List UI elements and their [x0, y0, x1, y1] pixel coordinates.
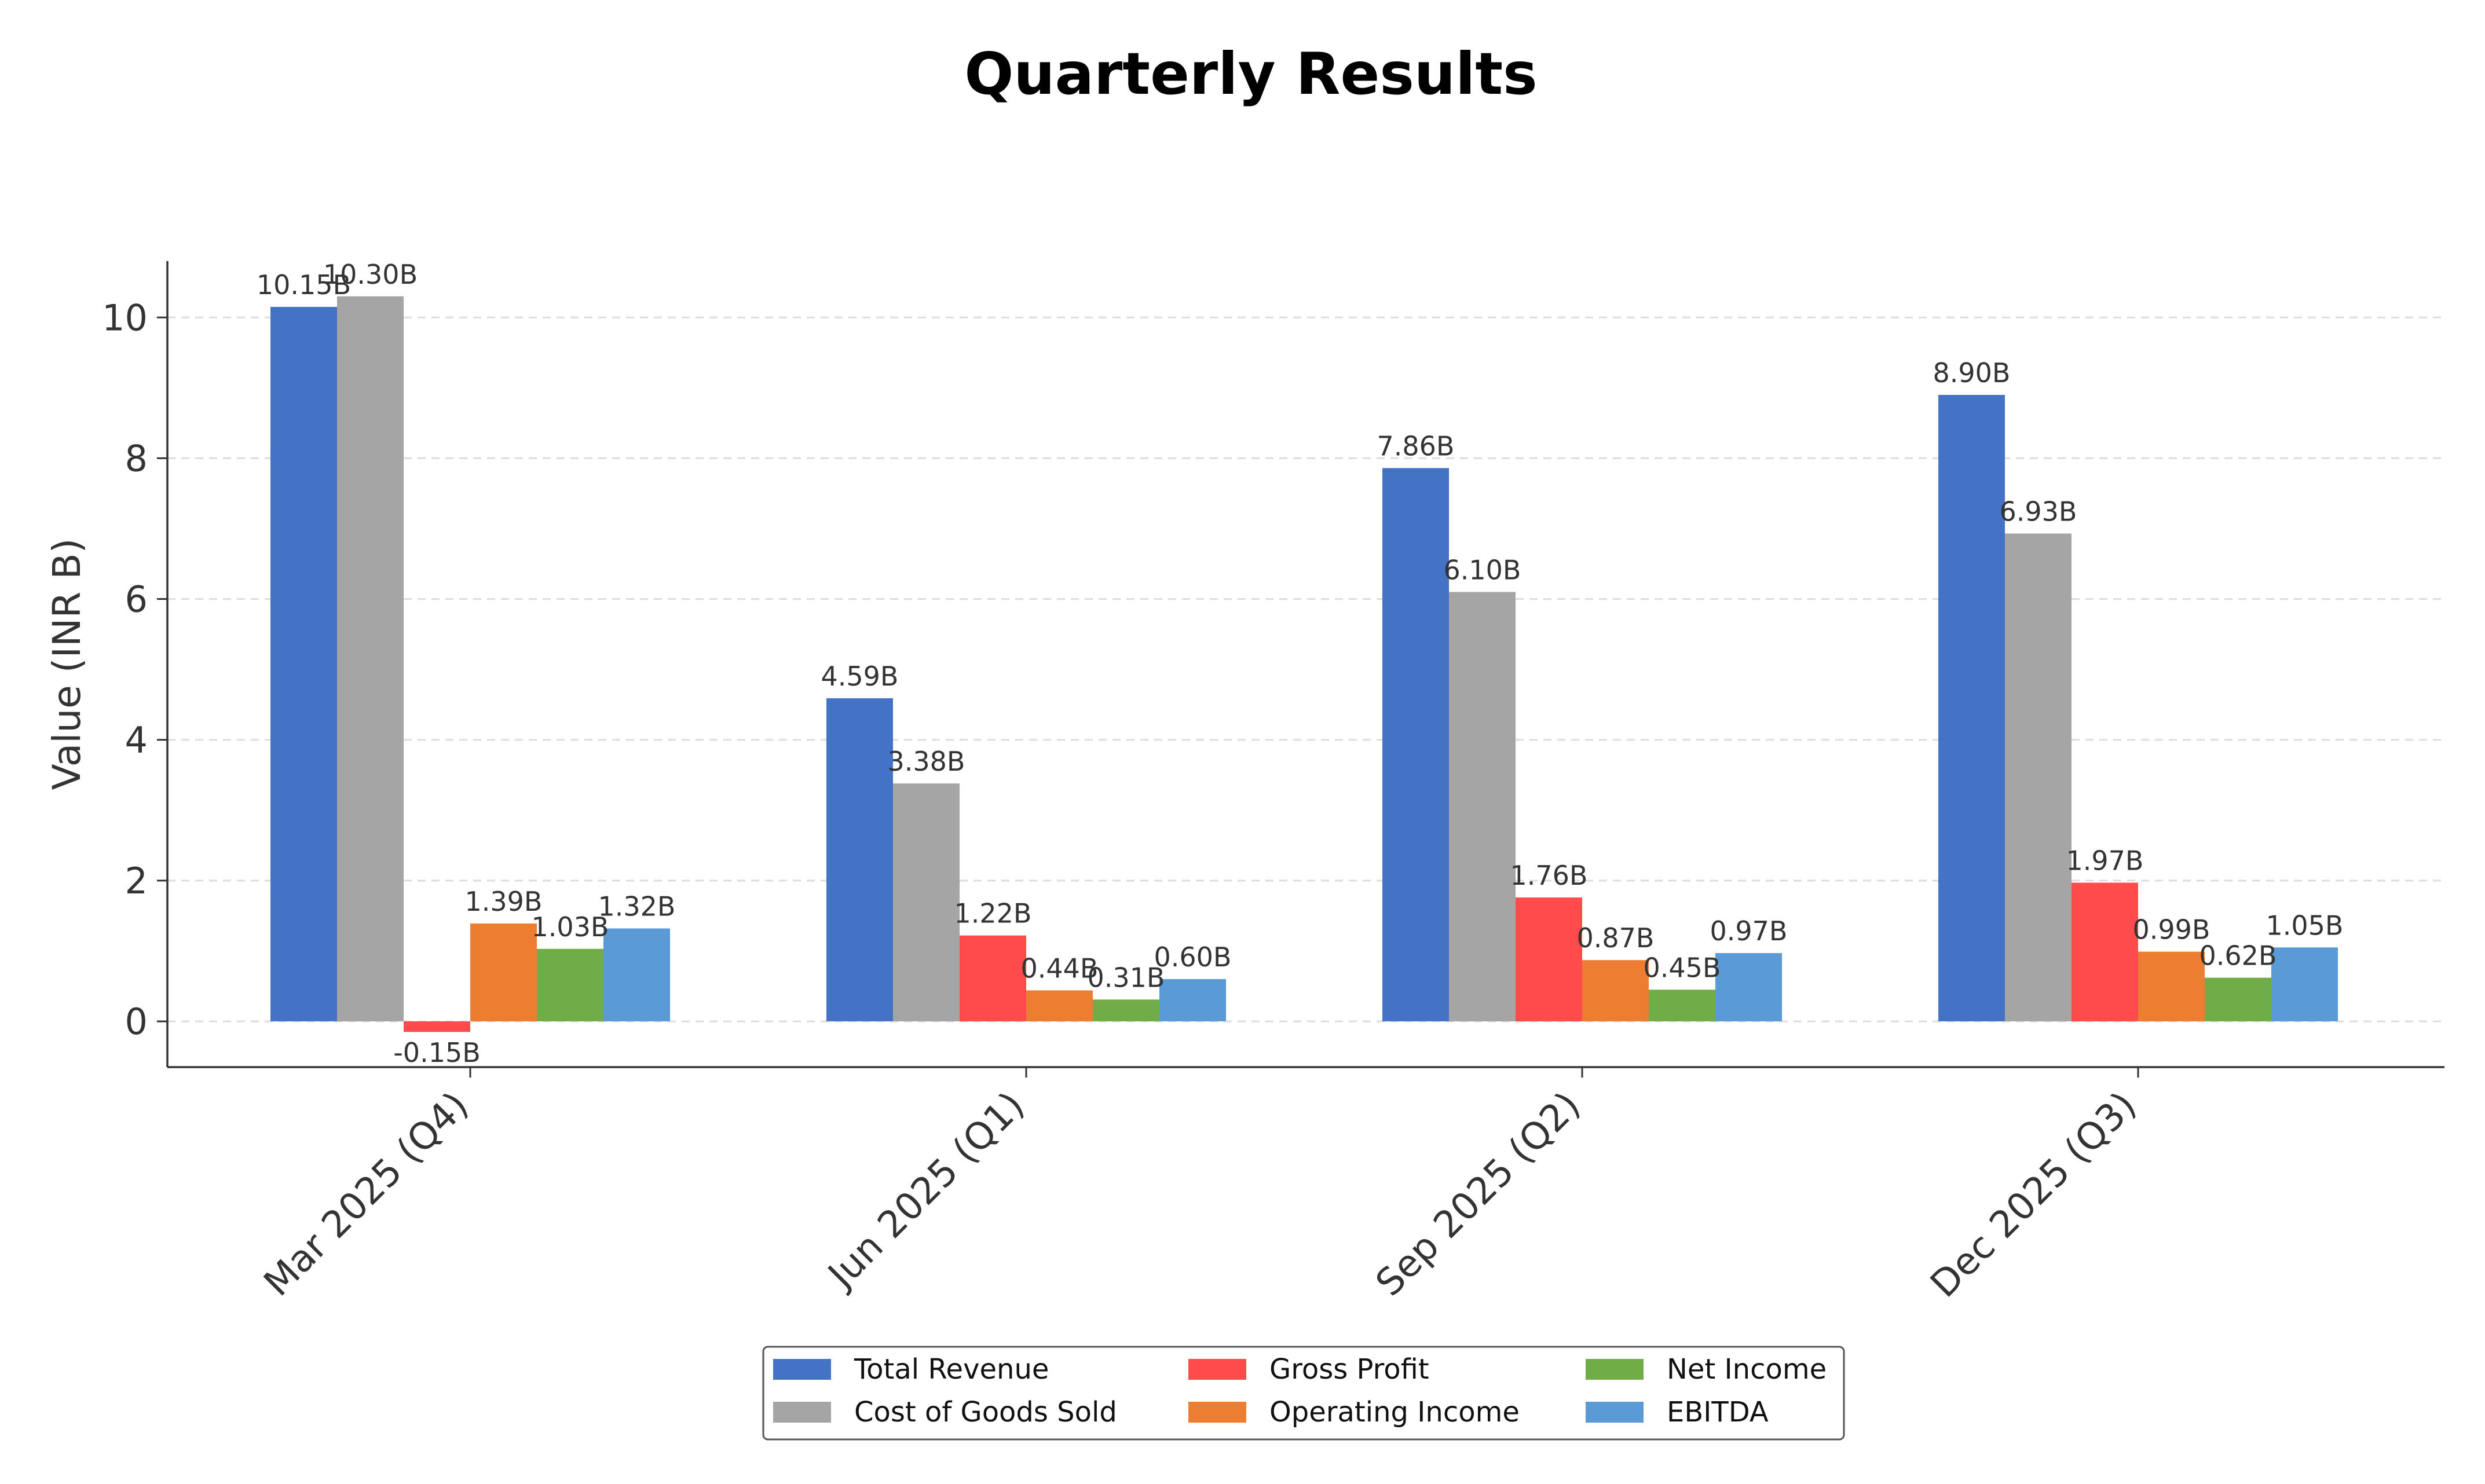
bar-value-label: 1.05B [2266, 910, 2344, 941]
axes: 0 2 4 6 8 10 Mar 2025 (Q4) Jun 2025 (Q1) Sep 202… [102, 261, 2444, 1306]
bars [270, 296, 2338, 1032]
bar [270, 307, 337, 1021]
bar-value-label: 4.59B [821, 661, 899, 692]
bar [1938, 394, 2005, 1021]
legend-swatch [1188, 1359, 1246, 1380]
bar [2072, 882, 2138, 1021]
legend-label: Gross Profit [1269, 1353, 1429, 1386]
bar-value-label: 6.10B [1444, 554, 1521, 585]
legend-swatch [1586, 1359, 1644, 1380]
y-tick-label: 2 [125, 860, 148, 902]
legend-label: Operating Income [1269, 1396, 1520, 1428]
y-tick-label: 10 [102, 296, 148, 339]
bar-value-label: 0.31B [1088, 962, 1165, 993]
bar-value-label: 1.22B [954, 898, 1032, 929]
bar-value-label: 1.32B [598, 891, 676, 922]
chart-title: Quarterly Results [964, 40, 1537, 108]
bar [1715, 953, 1782, 1021]
bar [2138, 951, 2205, 1021]
bar [1516, 897, 1582, 1021]
bar [1026, 990, 1093, 1021]
bar-value-label: 1.76B [1510, 860, 1588, 891]
bar [603, 928, 670, 1021]
bar [826, 698, 893, 1021]
bar-value-label: 0.87B [1577, 922, 1655, 954]
bar [1582, 960, 1649, 1021]
y-tick-label: 6 [125, 578, 148, 621]
bar [337, 296, 404, 1021]
y-tick-label: 0 [125, 1001, 148, 1043]
bar-value-label: -0.15B [393, 1037, 481, 1068]
legend-swatch [1188, 1402, 1246, 1423]
x-tick-label: Sep 2025 (Q2) [1368, 1084, 1589, 1305]
legend-swatch [773, 1359, 831, 1380]
x-tick-label: Dec 2025 (Q3) [1923, 1084, 2145, 1306]
bar-value-label: 6.93B [2000, 496, 2077, 527]
bar [2005, 533, 2072, 1021]
bar-value-label: 1.03B [532, 911, 609, 943]
legend-label: EBITDA [1667, 1396, 1769, 1428]
bar-value-label: 0.99B [2133, 914, 2210, 946]
bar-value-label: 1.97B [2066, 845, 2144, 876]
bar [470, 923, 537, 1021]
bar [1093, 999, 1159, 1021]
legend-swatch [773, 1402, 831, 1423]
bar-value-label: 10.15B [257, 269, 351, 301]
bar [1449, 592, 1516, 1021]
bar-value-label: 10.30B [323, 259, 418, 290]
bar-value-label: 0.97B [1710, 915, 1788, 947]
bar [1159, 979, 1226, 1021]
legend-label: Net Income [1667, 1353, 1827, 1386]
bar-value-label: 1.39B [465, 886, 543, 917]
bar-value-label: 8.90B [1933, 357, 2011, 389]
legend-label: Cost of Goods Sold [854, 1396, 1117, 1428]
bar-value-label: 0.44B [1021, 952, 1099, 984]
y-axis-label: Value (INR B) [45, 538, 89, 790]
bar [960, 935, 1026, 1021]
bar [1382, 468, 1449, 1021]
legend-swatch [1586, 1402, 1644, 1423]
bar [2271, 947, 2338, 1021]
y-tick-label: 8 [125, 437, 148, 479]
bar-value-label: 0.60B [1154, 941, 1232, 973]
legend: Total Revenue Cost of Goods Sold Gross Pro… [762, 1346, 1845, 1441]
x-tick-label: Mar 2025 (Q4) [256, 1084, 477, 1305]
bar [2205, 977, 2271, 1021]
legend-box [762, 1346, 1845, 1441]
x-tick-label: Jun 2025 (Q1) [819, 1084, 1033, 1298]
bar-value-label: 3.38B [888, 746, 965, 777]
bar [893, 783, 960, 1021]
bar-value-label: 0.45B [1644, 952, 1721, 983]
bar [404, 1021, 470, 1032]
bar [1649, 990, 1715, 1021]
bar [537, 948, 603, 1021]
legend-label: Total Revenue [854, 1353, 1049, 1386]
bar-value-label: 0.62B [2199, 940, 2277, 972]
bar-value-label: 7.86B [1377, 430, 1455, 461]
y-tick-label: 4 [125, 719, 148, 761]
